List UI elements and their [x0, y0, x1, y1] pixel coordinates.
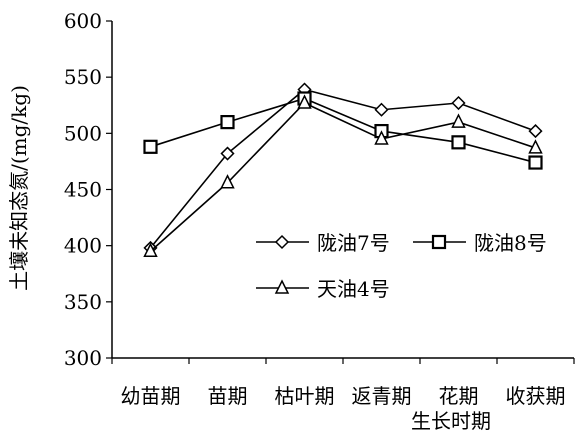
- legend-label: 陇油8号: [474, 231, 547, 255]
- x-axis-label: 生长时期: [411, 409, 491, 433]
- y-tick-label: 550: [64, 65, 102, 89]
- data-point: [528, 124, 543, 139]
- legend-marker: [274, 279, 290, 294]
- series-line: [149, 102, 536, 252]
- data-point: [374, 102, 389, 117]
- y-tick-label: 300: [64, 346, 102, 370]
- legend-entry: 陇油8号: [413, 231, 547, 255]
- series-line: [149, 88, 536, 249]
- series-square: [143, 91, 543, 170]
- x-tick-label: 收获期: [506, 384, 566, 408]
- legend-entry: 陇油7号: [256, 231, 390, 255]
- data-point: [451, 95, 466, 111]
- legend-label: 陇油7号: [317, 231, 390, 255]
- series-triangle: [143, 94, 543, 258]
- y-tick-label: 350: [64, 290, 102, 314]
- y-axis-label: 土壤未知态氮/(mg/kg): [7, 85, 31, 291]
- y-tick-label: 450: [64, 178, 102, 202]
- series-diamond: [143, 82, 543, 255]
- series-group: [143, 82, 543, 258]
- data-point: [220, 146, 235, 161]
- data-point: [143, 139, 158, 154]
- y-tick-label: 400: [64, 234, 102, 258]
- x-tick-label: 幼苗期: [121, 384, 181, 408]
- y-ticks: 300 350 400 450 500 550 600: [64, 9, 112, 370]
- x-tick-label: 苗期: [208, 384, 248, 408]
- y-tick-label: 500: [64, 121, 102, 145]
- legend-label: 天油4号: [317, 277, 390, 301]
- data-point: [143, 242, 158, 258]
- data-point: [451, 135, 466, 150]
- legend-marker: [431, 234, 447, 250]
- axes: [111, 21, 574, 359]
- data-point: [451, 113, 466, 128]
- data-point: [528, 155, 543, 170]
- x-tick-label: 枯叶期: [275, 384, 335, 408]
- data-point: [220, 174, 235, 189]
- y-tick-label: 600: [64, 9, 102, 33]
- data-point: [220, 114, 235, 130]
- data-point: [528, 139, 543, 154]
- legend-marker: [274, 234, 290, 250]
- data-point: [374, 130, 389, 145]
- x-tick-label: 返青期: [352, 384, 412, 408]
- legend-entry: 天油4号: [256, 277, 390, 301]
- x-tick-labels: 幼苗期 苗期 枯叶期 返青期 花期 收获期: [111, 358, 575, 408]
- x-tick-label: 花期: [439, 384, 479, 408]
- series-line: [150, 97, 536, 164]
- data-point: [297, 94, 312, 109]
